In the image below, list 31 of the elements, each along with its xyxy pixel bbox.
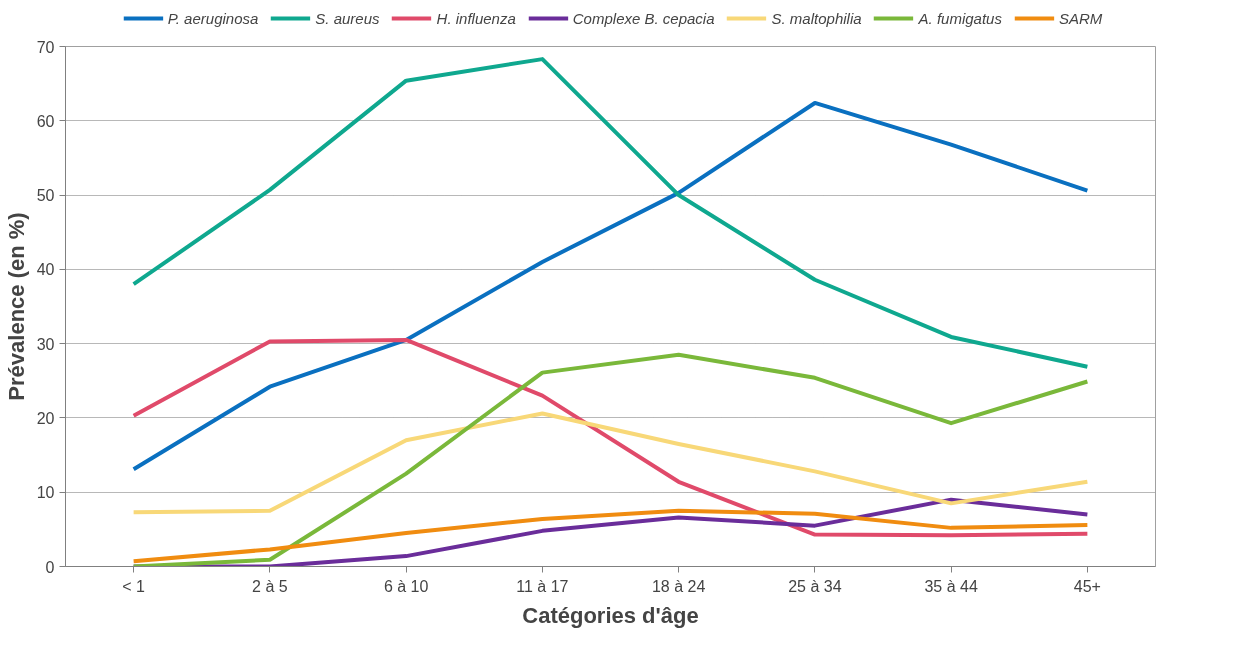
y-tick-label: 0: [45, 558, 55, 576]
y-axis-title: Prévalence (en %): [3, 212, 29, 401]
line-series: [131, 337, 1090, 538]
y-tick-label: 40: [36, 261, 55, 279]
line-series: [131, 100, 1090, 472]
x-tick-label: 11 à 17: [516, 577, 569, 595]
legend-label: A. fumigatus: [918, 9, 1002, 27]
x-tick-label: 35 à 44: [924, 577, 978, 595]
legend-label: S. maltophilia: [771, 9, 862, 27]
line-series: [131, 411, 1090, 515]
legend-label: SARM: [1058, 9, 1103, 27]
y-tick-label: 60: [36, 112, 55, 130]
y-tick-label: 70: [36, 38, 55, 56]
x-tick-label: 25 à 34: [788, 577, 842, 595]
y-tick-label: 30: [36, 335, 55, 353]
x-tick-label: 45+: [1073, 577, 1101, 595]
y-tick-label: 10: [36, 484, 55, 502]
legend-label: S. aureus: [315, 9, 380, 27]
legend-label: Complexe B. cepacia: [572, 9, 715, 27]
line-series: [131, 352, 1090, 567]
x-tick-label: 2 à 5: [252, 577, 288, 595]
x-tick-label: < 1: [122, 577, 146, 595]
x-axis-title: Catégories d'âge: [522, 602, 699, 628]
y-tick-label: 50: [36, 187, 55, 205]
legend-label: H. influenza: [436, 9, 516, 27]
x-tick-label: 6 à 10: [383, 577, 429, 595]
y-tick-label: 20: [36, 409, 55, 427]
line-series: [131, 57, 1090, 369]
x-tick-label: 18 à 24: [651, 577, 706, 595]
legend-label: P. aeruginosa: [167, 9, 259, 27]
line-series: [131, 508, 1090, 564]
